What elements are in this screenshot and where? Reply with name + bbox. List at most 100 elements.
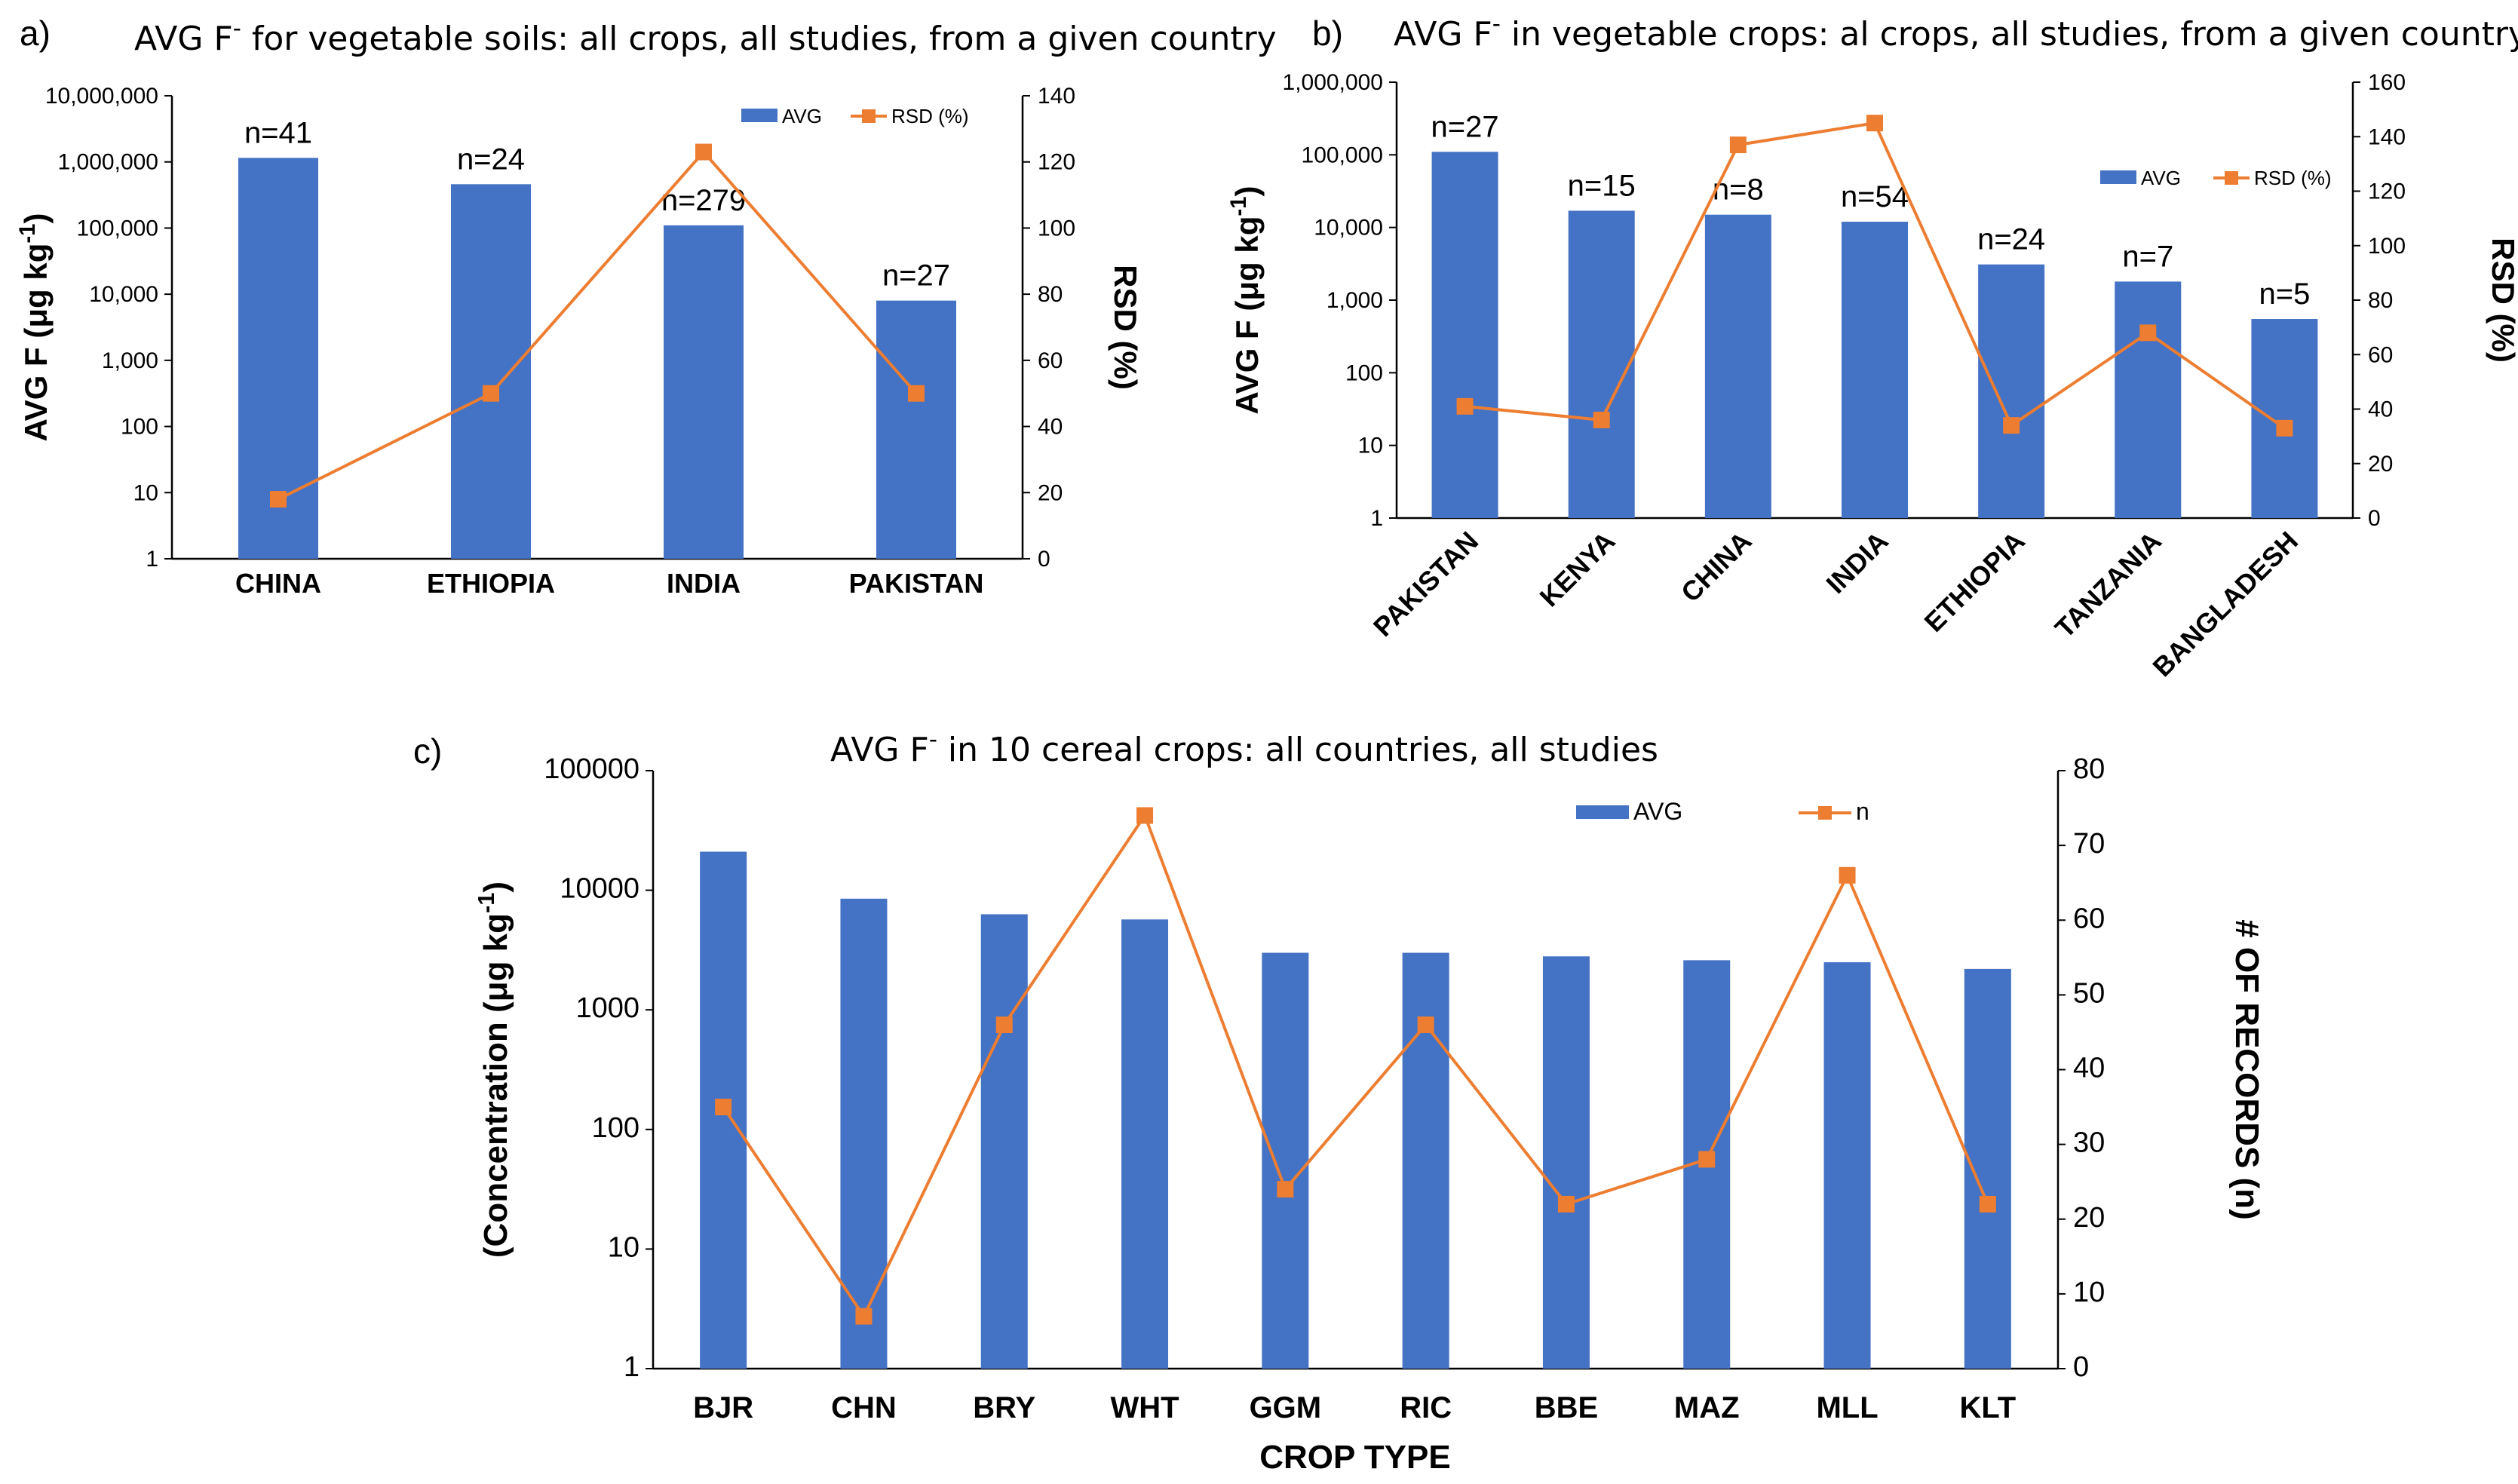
x-tick-label: PAKISTAN: [1367, 526, 1484, 642]
x-tick-label: BJR: [693, 1391, 753, 1424]
line-marker: [1593, 411, 1610, 428]
line-marker: [715, 1099, 732, 1116]
y2-tick-label: 20: [1038, 480, 1063, 505]
y2-tick-label: 100: [1038, 216, 1075, 241]
x-tick-label: ETHIOPIA: [1918, 526, 2031, 638]
bar-count-label: n=27: [1431, 110, 1499, 143]
legend: AVG RSD (%): [2100, 167, 2332, 189]
y2-tick-label: 120: [2368, 179, 2406, 204]
y2-tick-label: 50: [2073, 977, 2105, 1009]
y2-tick-label: 100: [2368, 234, 2406, 259]
bar: [980, 914, 1028, 1369]
x-tick-label: CHINA: [235, 568, 321, 599]
y-tick-label: 1,000: [1326, 288, 1383, 313]
y-axis-title: AVG F (μg kg-1): [1226, 186, 1265, 414]
bar-count-label: n=15: [1568, 169, 1636, 202]
legend-bar-swatch: [741, 109, 777, 122]
y-tick-label: 10000: [560, 873, 639, 905]
bar-count-label: n=27: [882, 259, 950, 293]
chart-title: AVG F- in vegetable crops: al crops, all…: [1394, 11, 2518, 54]
bar: [1823, 962, 1871, 1369]
line-marker: [1839, 866, 1856, 884]
x-tick-label: INDIA: [667, 568, 741, 599]
line-marker: [2139, 324, 2157, 342]
line-marker: [1729, 136, 1747, 154]
y-axis-title: (Concentration (μg kg-1): [473, 882, 515, 1258]
y2-tick-label: 40: [1038, 415, 1063, 440]
legend: AVG RSD (%): [741, 105, 969, 127]
line-marker: [1277, 1181, 1294, 1198]
bar: [876, 300, 956, 559]
y-tick-label: 1,000,000: [1283, 70, 1383, 95]
chart-b: b) AVG F- in vegetable crops: al crops, a…: [1226, 11, 2518, 682]
legend-line-label: RSD (%): [891, 105, 969, 127]
y-tick-label: 10: [608, 1231, 639, 1263]
x-tick-label: WHT: [1111, 1391, 1179, 1424]
panel-label: b): [1312, 14, 1343, 53]
y2-tick-label: 140: [1038, 84, 1075, 109]
line-marker: [1136, 807, 1154, 824]
legend-bar-label: AVG: [782, 105, 822, 127]
legend-line-marker: [2225, 171, 2238, 185]
y-tick-label: 1,000,000: [58, 150, 158, 175]
bar: [840, 898, 888, 1369]
x-tick-label: KENYA: [1534, 526, 1621, 613]
panel-label: a): [20, 14, 51, 53]
y2-tick-label: 80: [2073, 753, 2105, 785]
y-tick-label: 10: [1358, 434, 1383, 458]
bar: [1568, 210, 1635, 518]
y2-tick-label: 120: [1038, 150, 1075, 175]
x-tick-label: CHN: [831, 1391, 897, 1424]
line-marker: [695, 143, 712, 161]
y-tick-label: 1000: [575, 992, 639, 1024]
y2-tick-label: 60: [2368, 342, 2393, 367]
y2-tick-label: 0: [2073, 1351, 2089, 1383]
legend-bar-swatch: [1576, 805, 1629, 819]
bar: [1704, 214, 1771, 518]
y-tick-label: 100: [592, 1112, 639, 1144]
chart-c: c) AVG F- in 10 cereal crops: all countri…: [413, 726, 2265, 1476]
x-tick-label: KLT: [1959, 1391, 2016, 1424]
y-tick-label: 10: [133, 480, 158, 505]
y2-tick-label: 80: [1038, 282, 1063, 307]
bar: [451, 184, 531, 560]
y2-tick-label: 40: [2368, 397, 2393, 422]
y2-tick-label: 30: [2073, 1127, 2105, 1159]
line-marker: [908, 385, 925, 402]
x-tick-label: GGM: [1250, 1391, 1322, 1424]
line-marker: [270, 491, 287, 508]
y-tick-label: 10,000: [1314, 216, 1383, 241]
x-tick-label: MAZ: [1674, 1391, 1740, 1424]
y2-tick-label: 20: [2368, 452, 2393, 477]
y2-tick-label: 160: [2368, 70, 2406, 95]
bar: [2115, 281, 2182, 518]
x-tick-label: BRY: [973, 1391, 1035, 1424]
line-marker: [1698, 1151, 1716, 1168]
x-axis-title: CROP TYPE: [1259, 1439, 1450, 1476]
x-tick-label: CHINA: [1675, 526, 1758, 609]
y-tick-label: 1,000: [102, 348, 158, 373]
y-tick-label: 100: [121, 415, 158, 440]
line-marker: [2276, 419, 2293, 437]
y2-tick-label: 60: [2073, 903, 2105, 934]
x-tick-label: INDIA: [1820, 526, 1894, 599]
y2-tick-label: 0: [2368, 506, 2381, 531]
legend-line-label: RSD (%): [2254, 167, 2332, 189]
x-tick-label: MLL: [1816, 1391, 1878, 1424]
y-tick-label: 100,000: [77, 216, 158, 241]
line-marker: [995, 1016, 1013, 1034]
legend-bar-swatch: [2100, 170, 2136, 184]
bar: [2251, 319, 2318, 518]
y-tick-label: 1: [624, 1351, 639, 1383]
bar-count-label: n=24: [457, 143, 525, 176]
y2-tick-label: 20: [2073, 1202, 2105, 1234]
legend: AVG n: [1576, 798, 1869, 825]
line-marker: [483, 385, 499, 402]
bar: [1402, 952, 1449, 1369]
bar: [1542, 956, 1590, 1369]
bar-count-label: n=279: [661, 184, 746, 217]
panel-label: c): [413, 731, 442, 771]
bar-count-label: n=41: [244, 116, 312, 149]
y-axis-title: AVG F (μg kg-1): [15, 213, 54, 441]
